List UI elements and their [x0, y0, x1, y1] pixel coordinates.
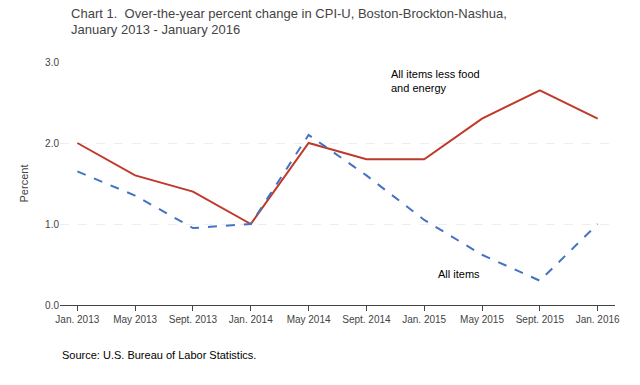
svg-text:Sept. 2015: Sept. 2015 [516, 314, 565, 325]
svg-text:Chart 1. Over-the-year percen: Chart 1. Over-the-year percent change in… [71, 6, 507, 38]
svg-text:Sept. 2013: Sept. 2013 [169, 314, 218, 325]
svg-text:Jan. 2013: Jan. 2013 [55, 314, 99, 325]
svg-text:2.0: 2.0 [45, 138, 59, 149]
svg-text:Percent: Percent [18, 165, 30, 203]
svg-text:0.0: 0.0 [45, 300, 59, 311]
svg-text:May 2015: May 2015 [460, 314, 504, 325]
svg-text:May 2013: May 2013 [113, 314, 157, 325]
svg-text:All items: All items [438, 268, 480, 280]
svg-text:Source: U.S. Bureau of Labor S: Source: U.S. Bureau of Labor Statistics. [62, 349, 256, 361]
svg-text:Jan. 2015: Jan. 2015 [402, 314, 446, 325]
svg-text:All items less foodand energy: All items less foodand energy [391, 68, 480, 94]
svg-text:3.0: 3.0 [45, 57, 59, 68]
svg-text:1.0: 1.0 [45, 219, 59, 230]
svg-text:Jan. 2016: Jan. 2016 [576, 314, 620, 325]
svg-text:Jan. 2014: Jan. 2014 [229, 314, 273, 325]
svg-text:Sept. 2014: Sept. 2014 [342, 314, 391, 325]
svg-text:May 2014: May 2014 [287, 314, 331, 325]
